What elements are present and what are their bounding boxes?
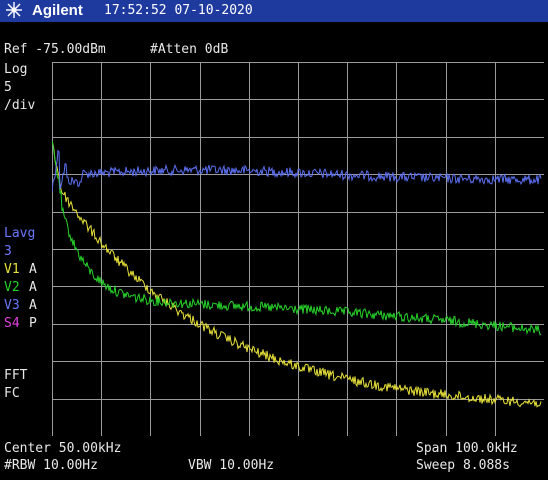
spectrum-display [52,62,544,436]
trace-v3-label[interactable]: V3 [4,298,20,313]
trace-3-blue [52,149,542,192]
trace-1-yellow [52,141,542,408]
lavg-label: Lavg [4,226,36,241]
video-bandwidth: VBW 10.00Hz [188,458,275,473]
fc-label: FC [4,386,20,401]
trace-v1-label[interactable]: V1 [4,262,20,277]
trace-2-green [52,140,542,336]
date-time: 17:52:52 07-10-2020 [104,3,253,18]
center-frequency: Center 50.00kHz [4,441,122,456]
lavg-value: 3 [4,244,12,259]
brand-name: Agilent [32,2,83,19]
reference-level: Ref -75.00dBm [4,42,106,57]
attenuation: #Atten 0dB [150,42,229,57]
scale-unit: /div [4,98,36,113]
trace-s4-mode: P [29,316,37,331]
trace-v1-mode: A [29,262,37,277]
span: Span 100.0kHz [416,441,518,456]
trace-v2-label[interactable]: V2 [4,280,20,295]
scale-mode: Log [4,62,28,77]
title-bar: Agilent 17:52:52 07-10-2020 [0,0,548,22]
trace-v2-mode: A [29,280,37,295]
sweep-time: Sweep 8.088s [416,458,510,473]
trace-v3-mode: A [29,298,37,313]
resolution-bandwidth: #RBW 10.00Hz [4,458,98,473]
trace-s4-label[interactable]: S4 [4,316,20,331]
fft-label: FFT [4,368,28,383]
agilent-spark-icon [6,2,22,18]
scale-value: 5 [4,80,12,95]
graticule [52,62,544,436]
